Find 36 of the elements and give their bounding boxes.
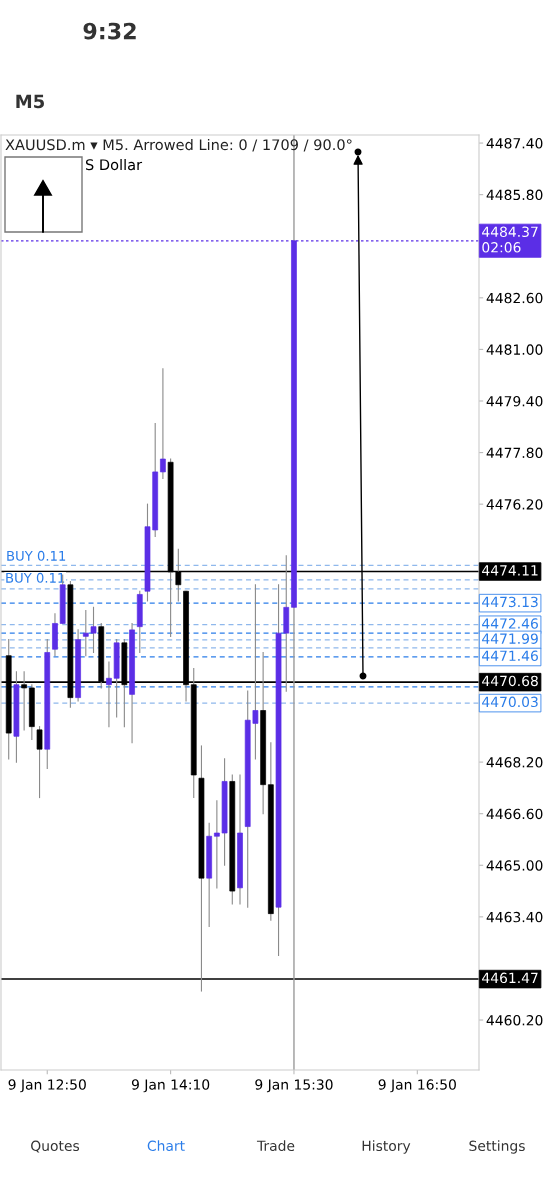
ref-line-label: 4471.46 [482,650,538,662]
x-tick-label: 9 Jan 12:50 [8,1079,86,1093]
y-tick-label: 4482.60 [486,292,543,304]
y-tick-label: 4487.40 [486,138,543,149]
ref-line-label: 4484.37 02:06 [482,226,538,253]
text: Chart [147,1140,185,1152]
chart-title: XAUUSD.m ▾ M5. Arrowed Line: 0 / 1709 / 90.0° [5,138,352,152]
x-tick-label: 9 Jan 16:50 [378,1079,456,1093]
y-tick-label: 4485.80 [486,189,543,201]
y-tick-label: 4460.20 [486,1014,543,1026]
ref-line-label: 4471.99 [482,633,538,644]
x-tick-label: 9 Jan 15:30 [255,1079,333,1093]
text: History [362,1140,411,1154]
ref-line-label: 4470.03 [482,696,538,708]
ref-line-label: 4470.68 [482,675,538,687]
y-tick-label: 4468.20 [486,757,543,768]
text: Trade [256,1140,295,1152]
x-tick-label: 9 Jan 14:10 [131,1079,210,1093]
annotation: BUY 0.11 [6,572,65,583]
y-tick-label: 4479.40 [486,395,543,407]
annotation: BUY 0.11 [7,550,66,561]
y-tick-label: 4476.20 [486,499,543,510]
ref-line-label: 4474.11 [482,565,538,576]
y-tick-label: 4466.60 [486,808,543,820]
text: 9:32 [83,22,136,40]
text: Settings [469,1140,525,1154]
y-tick-label: 4463.40 [486,911,543,923]
text: Quotes [31,1140,80,1153]
y-tick-label: 4465.00 [486,860,543,871]
text: S Dollar [85,158,143,171]
y-tick-label: 4477.80 [486,447,543,459]
text: M5 [16,94,44,109]
ref-line-label: 4461.47 [482,972,538,984]
ref-line-label: 4473.13 [482,596,538,608]
ref-line-label: 4472.46 [482,618,538,629]
y-tick-label: 4481.00 [486,344,543,355]
